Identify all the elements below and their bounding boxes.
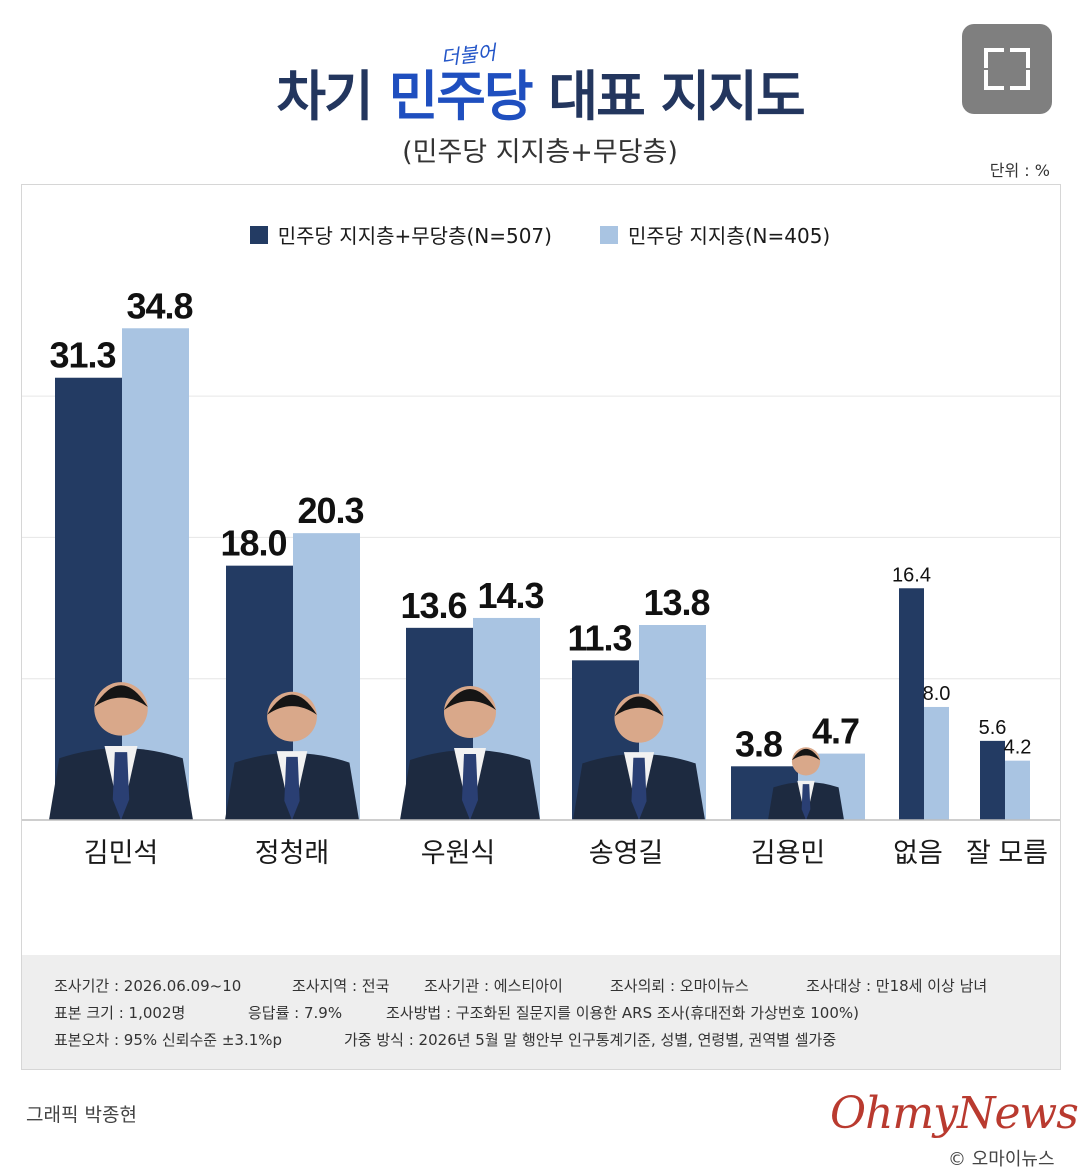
data-label: 3.8 (735, 723, 782, 764)
person-hair (791, 748, 821, 761)
chart-frame (21, 184, 1061, 1070)
expand-icon-corner (1010, 48, 1030, 68)
weighting-method: 가중 방식 : 2026년 5월 말 행안부 인구통계기준, 성별, 연령별, … (344, 1031, 837, 1049)
data-label: 4.2 (1004, 737, 1032, 759)
bar-supporters (122, 328, 189, 820)
title-party: 더불어 민주당 (388, 40, 549, 128)
chart-subtitle: (민주당 지지층+무당층) (402, 137, 678, 168)
data-label: 20.3 (297, 490, 363, 531)
legend-swatch-all (249, 225, 268, 244)
title-prefix: 차기 (276, 65, 373, 128)
person-tie (462, 754, 478, 820)
survey-method: 조사방법 : 구조화된 질문지를 이용한 ARS 조사(휴대전화 가상번호 10… (386, 1004, 859, 1022)
sampling-error: 표본오차 : 95% 신뢰수준 ±3.1%p (54, 1031, 283, 1049)
expand-button[interactable] (962, 24, 1052, 114)
graphic-credit: 그래픽 박종현 (26, 1104, 137, 1126)
data-label: 16.4 (892, 564, 931, 586)
data-label: 5.6 (979, 717, 1007, 739)
person-tie (284, 756, 300, 820)
legend-swatch-supporters (599, 225, 618, 244)
person-tie (112, 752, 130, 820)
category-label: 우원식 (421, 838, 496, 868)
unit-label: 단위 : % (989, 161, 1050, 180)
category-label: 정청래 (255, 838, 330, 868)
data-label: 8.0 (923, 683, 951, 705)
data-label: 13.8 (643, 582, 709, 623)
expand-icon-corner (1010, 70, 1030, 90)
data-label: 18.0 (220, 523, 286, 564)
data-label: 4.7 (812, 711, 859, 752)
survey-agency: 조사기관 : 에스티아이 (424, 977, 563, 995)
bar-chart: 31.3 34.8 김민석 18.0 20.3 정청래 13.6 14.3 우원식 11.3 13.… (22, 285, 1060, 868)
title-suffix: 대표 지지도 (548, 65, 805, 128)
person-hair (614, 696, 664, 717)
sample-size: 표본 크기 : 1,002명 (54, 1004, 186, 1022)
expand-icon-corner (984, 70, 1004, 90)
legend-label-supporters: 민주당 지지층(N=405) (627, 224, 831, 248)
person-tie (631, 757, 647, 820)
data-label: 31.3 (49, 335, 115, 376)
survey-target: 조사대상 : 만18세 이상 남녀 (806, 977, 988, 995)
category-label: 김용민 (751, 838, 826, 868)
bar-all (899, 588, 924, 820)
chart-title: 차기 더불어 민주당 대표 지지도 (0, 40, 1080, 131)
legend-label-all: 민주당 지지층+무당층(N=507) (277, 224, 552, 248)
bar-supporters (924, 706, 949, 820)
survey-client: 조사의뢰 : 오마이뉴스 (610, 977, 749, 995)
person-hair (267, 694, 317, 715)
title-party-name: 민주당 (388, 65, 534, 128)
copyright-label: © 오마이뉴스 (948, 1149, 1055, 1170)
response-rate: 응답률 : 7.9% (248, 1004, 343, 1022)
person-hair (444, 689, 496, 710)
category-label: 송영길 (589, 838, 664, 868)
data-label: 11.3 (567, 617, 631, 658)
survey-region: 조사지역 : 전국 (292, 977, 390, 995)
data-label: 14.3 (477, 575, 543, 616)
ohmynews-logo: OhmyNews (830, 1088, 1079, 1139)
legend-item-supporters: 민주당 지지층(N=405) (599, 220, 831, 249)
data-label: 13.6 (400, 585, 466, 626)
data-label: 34.8 (126, 285, 192, 326)
legend: 민주당 지지층+무당층(N=507) 민주당 지지층(N=405) (0, 220, 1080, 249)
bar-all (980, 740, 1005, 820)
category-label: 없음 (893, 838, 943, 868)
legend-item-all: 민주당 지지층+무당층(N=507) (249, 220, 552, 249)
category-label: 잘 모름 (966, 838, 1048, 868)
bar-supporters (1005, 760, 1030, 820)
survey-info-box: 조사기간 : 2026.06.09~10 조사지역 : 전국 조사기관 : 에스… (22, 955, 1060, 1069)
survey-period: 조사기간 : 2026.06.09~10 (54, 977, 242, 995)
person-tie (801, 784, 811, 820)
person-hair (94, 685, 148, 707)
expand-icon (984, 48, 1004, 68)
category-label: 김민석 (84, 838, 159, 868)
